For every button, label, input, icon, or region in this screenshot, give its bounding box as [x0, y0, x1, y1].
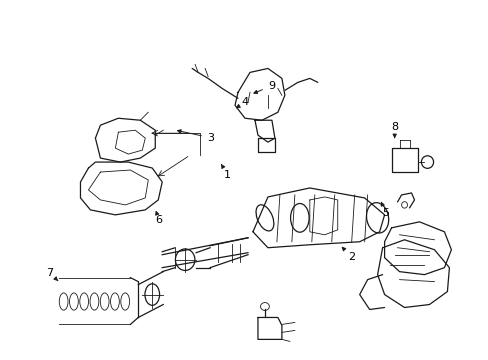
Text: 6: 6	[155, 212, 163, 225]
Text: 2: 2	[342, 247, 355, 262]
Text: 9: 9	[253, 81, 274, 94]
Text: 5: 5	[381, 202, 388, 218]
Text: 8: 8	[390, 122, 397, 138]
Text: 1: 1	[221, 165, 230, 180]
Text: 7: 7	[46, 267, 58, 281]
Text: 4: 4	[236, 97, 248, 108]
Text: 3: 3	[177, 130, 213, 143]
